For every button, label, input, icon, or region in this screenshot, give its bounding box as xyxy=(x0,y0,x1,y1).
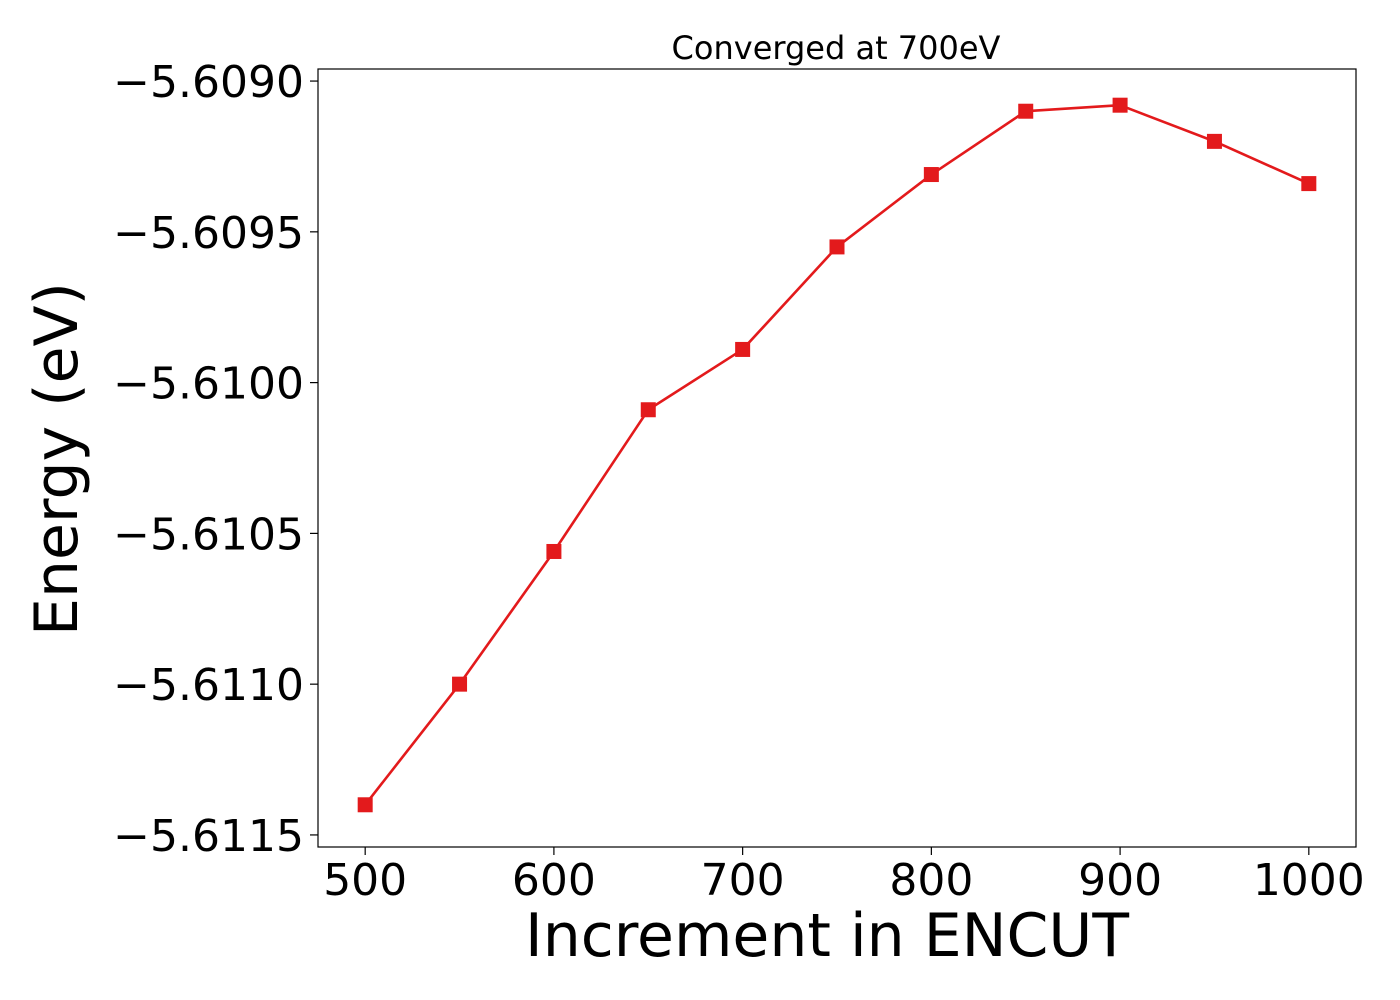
data-point-marker xyxy=(546,543,562,559)
data-point-marker xyxy=(357,797,373,813)
x-tick-label: 1000 xyxy=(1253,855,1365,906)
plot-frame xyxy=(317,68,1357,848)
data-point-marker xyxy=(1018,103,1034,119)
y-tick-label: −5.6105 xyxy=(113,509,304,560)
y-tick-label: −5.6100 xyxy=(113,359,304,410)
data-point-marker xyxy=(640,402,656,418)
data-point-marker xyxy=(1206,133,1222,149)
y-tick-label: −5.6115 xyxy=(113,811,304,862)
y-tick-label: −5.6110 xyxy=(113,660,304,711)
y-tick-label: −5.6095 xyxy=(113,208,304,259)
x-tick-label: 800 xyxy=(889,855,973,906)
x-tick-label: 500 xyxy=(323,855,407,906)
series-line xyxy=(364,103,1310,806)
x-tick-label: 700 xyxy=(701,855,785,906)
y-axis: −5.6090 −5.6095 −5.6100 −5.6105 −5.6110 −5.61… xyxy=(113,57,318,862)
y-tick-label: −5.6090 xyxy=(113,57,304,108)
data-point-marker xyxy=(923,167,939,183)
x-axis: 500 600 700 800 900 1000 xyxy=(323,847,1365,906)
x-axis-label: Increment in ENCUT xyxy=(525,901,1129,971)
series-layer xyxy=(357,97,1317,813)
data-point-marker xyxy=(829,239,845,255)
x-tick-label: 600 xyxy=(512,855,596,906)
y-axis-label: Energy (eV) xyxy=(22,282,92,636)
data-point-marker xyxy=(1112,97,1128,113)
data-point-marker xyxy=(452,676,468,692)
data-point-marker xyxy=(1301,176,1317,192)
x-tick-label: 900 xyxy=(1078,855,1162,906)
data-point-marker xyxy=(735,341,751,357)
chart-title: Converged at 700eV xyxy=(672,29,1001,67)
